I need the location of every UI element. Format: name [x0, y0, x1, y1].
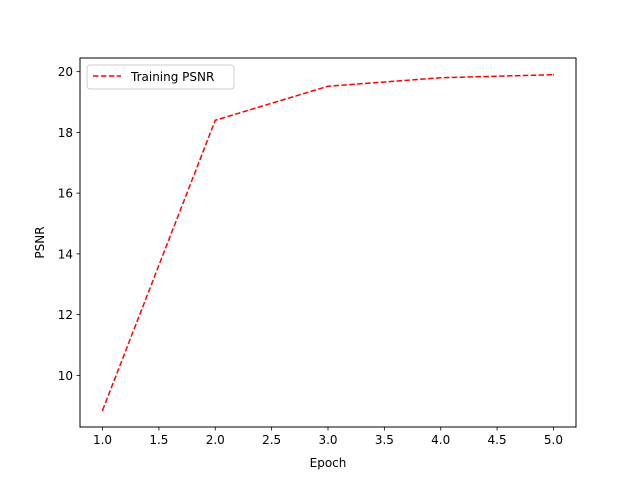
legend: Training PSNR — [86, 64, 235, 90]
legend-box — [86, 64, 235, 90]
data-point — [552, 73, 555, 76]
x-tick-label: 3.5 — [375, 433, 394, 447]
axes-frame — [79, 57, 577, 428]
data-point — [439, 76, 442, 79]
x-tick-label: 4.0 — [431, 433, 450, 447]
x-tick-label: 3.0 — [318, 433, 337, 447]
x-tick-label: 1.0 — [93, 433, 112, 447]
x-axis-label: Epoch — [310, 456, 347, 470]
x-tick-label: 4.5 — [488, 433, 507, 447]
y-tick-label: 12 — [58, 308, 73, 322]
x-tick-label: 1.5 — [149, 433, 168, 447]
y-axis: 10 12 14 16 18 20 — [58, 65, 80, 383]
y-tick-label: 14 — [58, 247, 73, 261]
plot-area — [101, 73, 555, 412]
data-point — [101, 409, 104, 412]
x-tick-label: 2.0 — [206, 433, 225, 447]
x-axis: 1.0 1.5 2.0 2.5 3.0 3.5 4.0 4.5 5.0 — [93, 427, 563, 447]
x-tick-label: 2.5 — [262, 433, 281, 447]
y-tick-label: 16 — [58, 187, 73, 201]
data-point — [214, 119, 217, 122]
y-tick-label: 20 — [58, 65, 73, 79]
legend-entry: Training PSNR — [130, 70, 214, 84]
y-tick-label: 10 — [58, 369, 73, 383]
y-axis-label: PSNR — [33, 226, 47, 258]
x-tick-label: 5.0 — [544, 433, 563, 447]
y-tick-label: 18 — [58, 126, 73, 140]
data-point — [327, 85, 329, 87]
